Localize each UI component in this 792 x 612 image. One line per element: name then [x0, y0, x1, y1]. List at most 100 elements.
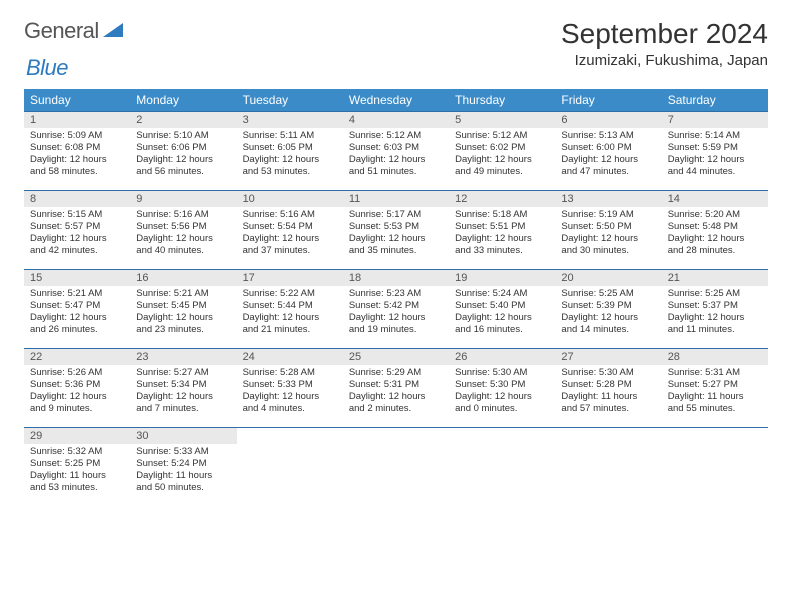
- day-detail-line: Sunset: 6:02 PM: [455, 142, 549, 154]
- day-details: Sunrise: 5:29 AMSunset: 5:31 PMDaylight:…: [343, 365, 449, 415]
- day-detail-line: Sunset: 5:53 PM: [349, 221, 443, 233]
- day-detail-line: Sunrise: 5:11 AM: [243, 130, 337, 142]
- day-detail-line: Sunrise: 5:24 AM: [455, 288, 549, 300]
- day-detail-line: Sunset: 5:56 PM: [136, 221, 230, 233]
- day-detail-line: Sunrise: 5:17 AM: [349, 209, 443, 221]
- day-detail-line: and 0 minutes.: [455, 403, 549, 415]
- day-detail-line: Daylight: 12 hours: [455, 391, 549, 403]
- day-cell: 9Sunrise: 5:16 AMSunset: 5:56 PMDaylight…: [130, 191, 236, 270]
- day-cell: 24Sunrise: 5:28 AMSunset: 5:33 PMDayligh…: [237, 349, 343, 428]
- day-number: 19: [449, 270, 555, 286]
- day-details: Sunrise: 5:17 AMSunset: 5:53 PMDaylight:…: [343, 207, 449, 257]
- day-header: Thursday: [449, 89, 555, 112]
- day-header: Sunday: [24, 89, 130, 112]
- day-detail-line: Daylight: 12 hours: [136, 233, 230, 245]
- day-cell: [555, 428, 661, 507]
- day-header: Friday: [555, 89, 661, 112]
- day-detail-line: Daylight: 12 hours: [668, 233, 762, 245]
- day-number: 9: [130, 191, 236, 207]
- week-row: 1Sunrise: 5:09 AMSunset: 6:08 PMDaylight…: [24, 112, 768, 191]
- brand-triangle-icon: [103, 21, 123, 42]
- day-detail-line: Sunrise: 5:27 AM: [136, 367, 230, 379]
- day-detail-line: Daylight: 12 hours: [668, 154, 762, 166]
- calendar-table: Sunday Monday Tuesday Wednesday Thursday…: [24, 89, 768, 506]
- day-detail-line: and 35 minutes.: [349, 245, 443, 257]
- day-cell: 15Sunrise: 5:21 AMSunset: 5:47 PMDayligh…: [24, 270, 130, 349]
- day-details: Sunrise: 5:31 AMSunset: 5:27 PMDaylight:…: [662, 365, 768, 415]
- day-detail-line: and 37 minutes.: [243, 245, 337, 257]
- day-detail-line: Daylight: 12 hours: [349, 391, 443, 403]
- day-detail-line: Sunset: 6:08 PM: [30, 142, 124, 154]
- day-cell: 29Sunrise: 5:32 AMSunset: 5:25 PMDayligh…: [24, 428, 130, 507]
- day-detail-line: Sunset: 6:05 PM: [243, 142, 337, 154]
- day-number: 28: [662, 349, 768, 365]
- day-detail-line: Daylight: 12 hours: [349, 233, 443, 245]
- day-cell: 17Sunrise: 5:22 AMSunset: 5:44 PMDayligh…: [237, 270, 343, 349]
- day-detail-line: Sunrise: 5:16 AM: [243, 209, 337, 221]
- day-detail-line: Sunset: 5:24 PM: [136, 458, 230, 470]
- week-row: 8Sunrise: 5:15 AMSunset: 5:57 PMDaylight…: [24, 191, 768, 270]
- day-detail-line: Sunset: 6:06 PM: [136, 142, 230, 154]
- week-row: 22Sunrise: 5:26 AMSunset: 5:36 PMDayligh…: [24, 349, 768, 428]
- day-cell: 3Sunrise: 5:11 AMSunset: 6:05 PMDaylight…: [237, 112, 343, 191]
- day-detail-line: Sunset: 5:54 PM: [243, 221, 337, 233]
- day-detail-line: and 23 minutes.: [136, 324, 230, 336]
- day-detail-line: Daylight: 12 hours: [243, 312, 337, 324]
- day-detail-line: Daylight: 12 hours: [136, 154, 230, 166]
- day-cell: 6Sunrise: 5:13 AMSunset: 6:00 PMDaylight…: [555, 112, 661, 191]
- day-detail-line: and 56 minutes.: [136, 166, 230, 178]
- day-cell: 28Sunrise: 5:31 AMSunset: 5:27 PMDayligh…: [662, 349, 768, 428]
- title-block: September 2024 Izumizaki, Fukushima, Jap…: [561, 18, 768, 69]
- day-number: 8: [24, 191, 130, 207]
- day-cell: 20Sunrise: 5:25 AMSunset: 5:39 PMDayligh…: [555, 270, 661, 349]
- day-detail-line: Sunrise: 5:16 AM: [136, 209, 230, 221]
- day-number: 23: [130, 349, 236, 365]
- day-detail-line: and 49 minutes.: [455, 166, 549, 178]
- day-detail-line: Daylight: 12 hours: [455, 154, 549, 166]
- day-detail-line: Sunset: 5:33 PM: [243, 379, 337, 391]
- day-detail-line: and 11 minutes.: [668, 324, 762, 336]
- day-details: Sunrise: 5:09 AMSunset: 6:08 PMDaylight:…: [24, 128, 130, 178]
- day-cell: 26Sunrise: 5:30 AMSunset: 5:30 PMDayligh…: [449, 349, 555, 428]
- day-detail-line: Sunrise: 5:13 AM: [561, 130, 655, 142]
- day-details: Sunrise: 5:15 AMSunset: 5:57 PMDaylight:…: [24, 207, 130, 257]
- day-detail-line: and 9 minutes.: [30, 403, 124, 415]
- day-cell: 10Sunrise: 5:16 AMSunset: 5:54 PMDayligh…: [237, 191, 343, 270]
- week-row: 15Sunrise: 5:21 AMSunset: 5:47 PMDayligh…: [24, 270, 768, 349]
- day-cell: 19Sunrise: 5:24 AMSunset: 5:40 PMDayligh…: [449, 270, 555, 349]
- day-detail-line: Sunrise: 5:18 AM: [455, 209, 549, 221]
- day-cell: [662, 428, 768, 507]
- day-detail-line: and 19 minutes.: [349, 324, 443, 336]
- day-number: 18: [343, 270, 449, 286]
- day-detail-line: Sunset: 5:30 PM: [455, 379, 549, 391]
- day-number: 25: [343, 349, 449, 365]
- day-header: Tuesday: [237, 89, 343, 112]
- day-details: Sunrise: 5:16 AMSunset: 5:54 PMDaylight:…: [237, 207, 343, 257]
- day-number: 24: [237, 349, 343, 365]
- day-cell: 30Sunrise: 5:33 AMSunset: 5:24 PMDayligh…: [130, 428, 236, 507]
- day-detail-line: and 44 minutes.: [668, 166, 762, 178]
- day-cell: 16Sunrise: 5:21 AMSunset: 5:45 PMDayligh…: [130, 270, 236, 349]
- day-detail-line: Sunset: 5:40 PM: [455, 300, 549, 312]
- day-cell: 4Sunrise: 5:12 AMSunset: 6:03 PMDaylight…: [343, 112, 449, 191]
- day-number: 5: [449, 112, 555, 128]
- day-detail-line: Daylight: 12 hours: [136, 391, 230, 403]
- day-detail-line: Sunrise: 5:15 AM: [30, 209, 124, 221]
- day-detail-line: Sunrise: 5:09 AM: [30, 130, 124, 142]
- day-number: 16: [130, 270, 236, 286]
- day-detail-line: Sunrise: 5:12 AM: [455, 130, 549, 142]
- day-detail-line: Daylight: 12 hours: [455, 312, 549, 324]
- day-number: 17: [237, 270, 343, 286]
- brand-logo: General: [24, 18, 125, 44]
- day-details: Sunrise: 5:10 AMSunset: 6:06 PMDaylight:…: [130, 128, 236, 178]
- day-detail-line: and 14 minutes.: [561, 324, 655, 336]
- day-detail-line: Daylight: 12 hours: [455, 233, 549, 245]
- day-detail-line: Daylight: 12 hours: [349, 312, 443, 324]
- day-number: 20: [555, 270, 661, 286]
- day-detail-line: Sunrise: 5:21 AM: [30, 288, 124, 300]
- day-details: Sunrise: 5:24 AMSunset: 5:40 PMDaylight:…: [449, 286, 555, 336]
- day-detail-line: Sunset: 5:34 PM: [136, 379, 230, 391]
- day-detail-line: Sunrise: 5:25 AM: [668, 288, 762, 300]
- day-detail-line: Sunset: 5:37 PM: [668, 300, 762, 312]
- day-details: Sunrise: 5:16 AMSunset: 5:56 PMDaylight:…: [130, 207, 236, 257]
